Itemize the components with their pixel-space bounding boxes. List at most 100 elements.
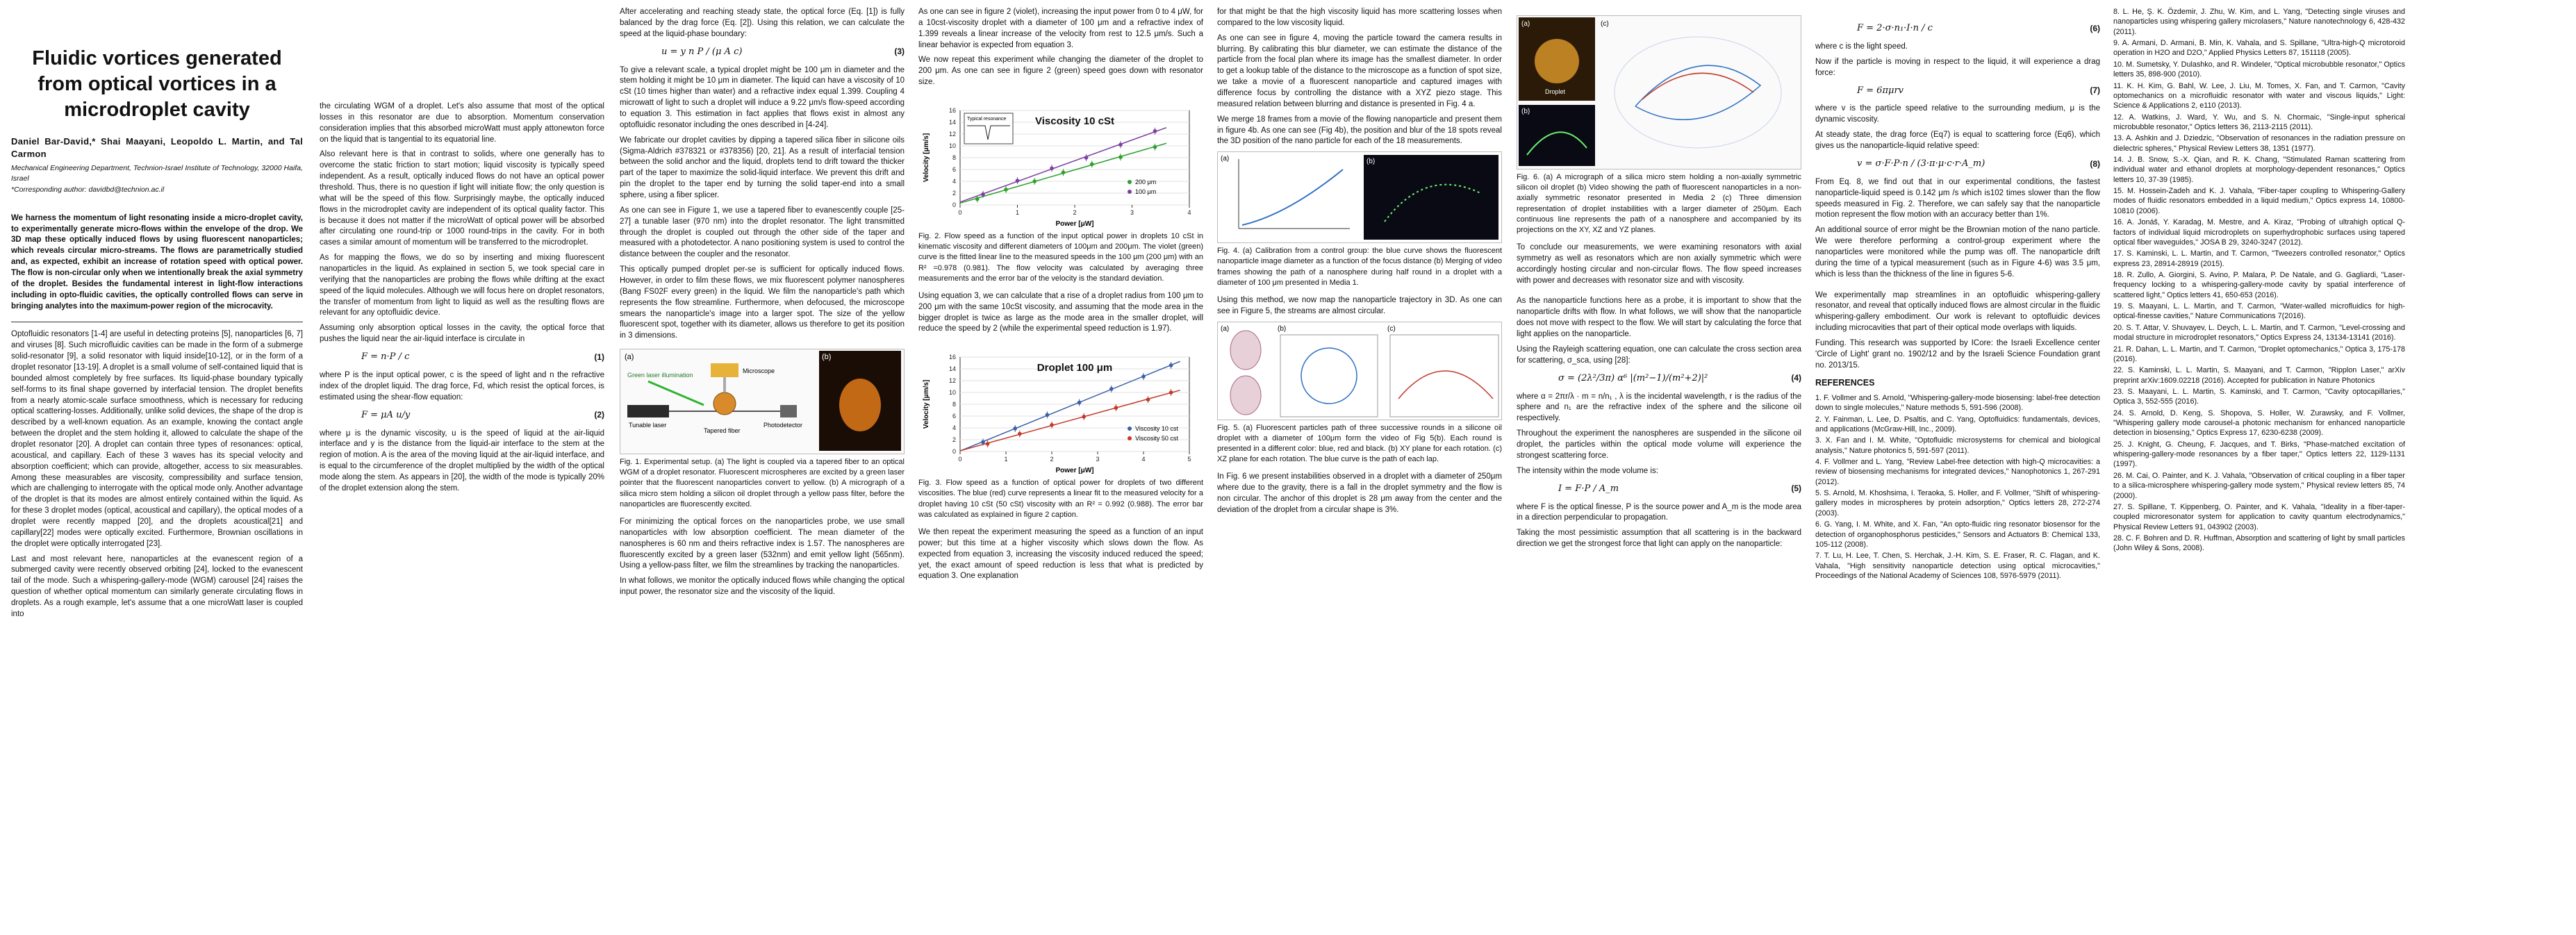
paragraph: Using this method, we now map the nanopa… xyxy=(1217,296,1502,315)
reference-item: 22. S. Kaminski, L. L. Martin, S. Maayan… xyxy=(2113,366,2405,385)
paragraph: For minimizing the optical forces on the… xyxy=(620,518,905,570)
data-point xyxy=(1169,363,1173,368)
fig5-xz-panel xyxy=(1389,334,1499,417)
fig1-label-laser: Tunable laser xyxy=(629,422,666,429)
data-point xyxy=(1050,166,1054,171)
legend-marker xyxy=(1128,190,1132,195)
reference-item: 13. A. Ashkin and J. Dziedzic, "Observat… xyxy=(2113,134,2405,153)
fig6-3d-path-2 xyxy=(1642,72,1754,100)
paragraph: where P is the input optical power, c is… xyxy=(320,370,604,402)
fig6-label-a: (a) xyxy=(1521,20,1530,28)
data-point xyxy=(1114,406,1118,411)
x-tick-label: 2 xyxy=(1073,209,1076,216)
figure-2-caption: Fig. 2. Flow speed as a function of the … xyxy=(918,232,1203,283)
fig4-label-a: (a) xyxy=(1221,155,1229,163)
equation-6: F = 2·σ·n₁·I·n / c (6) xyxy=(1815,22,2100,35)
paragraph: where v is the particle speed relative t… xyxy=(1815,104,2100,124)
paragraph: To conclude our measurements, we were ex… xyxy=(1517,243,1801,285)
fig5-xy-lap xyxy=(1301,347,1357,404)
equation-body: F = 6πμrv xyxy=(1857,85,1904,96)
funding-statement: Funding. This research was supported by … xyxy=(1815,339,2100,370)
paragraph: We now repeat this experiment while chan… xyxy=(918,56,1203,87)
y-tick-label: 14 xyxy=(949,365,956,372)
equation-body: v = σ·F·P·n / (3·π·μ·c·r·A_m) xyxy=(1857,158,1985,169)
y-tick-label: 6 xyxy=(952,166,956,173)
y-tick-label: 12 xyxy=(949,377,956,384)
y-tick-label: 16 xyxy=(949,107,956,114)
column-8: 8. L. He, Ş. K. Özdemir, J. Zhu, W. Kim,… xyxy=(2113,7,2405,841)
references-heading: REFERENCES xyxy=(1815,377,1875,388)
paragraph: To give a relevant scale, a typical drop… xyxy=(620,65,905,129)
fig6-label-droplet: Droplet xyxy=(1545,88,1566,95)
fig6-3d-box xyxy=(1614,36,1782,149)
reference-item: 16. A. Jonáš, Y. Karadag, M. Mestre, and… xyxy=(2113,218,2405,247)
fig1-label-b: (b) xyxy=(822,353,831,361)
reference-item: 26. M. Cai, O. Painter, and K. J. Vahala… xyxy=(2113,471,2405,500)
y-tick-label: 2 xyxy=(952,436,956,443)
reference-item: 7. T. Lu, H. Lee, T. Chen, S. Herchak, J… xyxy=(1815,552,2100,580)
y-tick-label: 10 xyxy=(949,142,956,149)
fig5-label-c: (c) xyxy=(1387,325,1396,333)
reference-item: 27. S. Spillane, T. Kippenberg, O. Paint… xyxy=(2113,502,2405,531)
chart-title: Droplet 100 μm xyxy=(1037,362,1112,374)
legend-label: 200 μm xyxy=(1135,179,1156,185)
data-point xyxy=(1169,390,1173,395)
series-fit-line xyxy=(959,390,1180,452)
data-point xyxy=(1018,432,1022,436)
fig4-calibration-curve xyxy=(1241,169,1344,226)
references-list-2: 8. L. He, Ş. K. Özdemir, J. Zhu, W. Kim,… xyxy=(2113,7,2405,554)
droplet-image xyxy=(839,379,881,432)
paragraph: We experimentally map streamlines in an … xyxy=(1815,290,2100,333)
column-3: After accelerating and reaching steady s… xyxy=(620,7,905,841)
x-tick-label: 3 xyxy=(1096,456,1099,463)
figure-1-caption: Fig. 1. Experimental setup. (a) The ligh… xyxy=(620,458,905,508)
x-tick-label: 0 xyxy=(958,456,961,463)
equation-body: F = 2·σ·n₁·I·n / c xyxy=(1857,23,1933,33)
data-point xyxy=(981,440,985,445)
x-tick-label: 3 xyxy=(1130,209,1134,216)
equation-body: F = n·P / c xyxy=(361,351,410,363)
fig6-droplet-image xyxy=(1535,39,1579,83)
figure-4-caption: Fig. 4. (a) Calibration from a control g… xyxy=(1217,247,1502,287)
y-tick-label: 16 xyxy=(949,354,956,361)
figure-6-graphic: (a) Droplet (b) (c) xyxy=(1519,17,1782,166)
fig6-video-frame xyxy=(1519,105,1595,166)
paragraph: Optofluidic resonators [1-4] are useful … xyxy=(11,330,303,548)
fig1-label-detector: Photodetector xyxy=(763,422,802,429)
figure-3-caption: Fig. 3. Flow speed as a function of opti… xyxy=(918,479,1203,519)
paragraph: As one can see in figure 4, moving the p… xyxy=(1217,33,1502,108)
reference-item: 10. M. Sumetsky, Y. Dulashko, and R. Win… xyxy=(2113,60,2405,79)
paragraph: As the nanoparticle functions here as a … xyxy=(1517,297,1801,339)
data-point xyxy=(985,442,990,447)
paragraph: where α = 2πr/λ · m = n/n₁ , λ is the in… xyxy=(1517,392,1801,423)
reference-item: 6. G. Yang, I. M. White, and X. Fan, "An… xyxy=(1815,520,2100,549)
paragraph: Last and most relevant here, nanoparticl… xyxy=(11,554,303,618)
fig5-droplet-1 xyxy=(1230,330,1262,370)
paragraph: Taking the most pessimistic assumption t… xyxy=(1517,529,1801,549)
data-point xyxy=(975,197,980,201)
figure-1: (a) Tunable laser Green laser illuminati… xyxy=(620,349,905,455)
reference-item: 1. F. Vollmer and S. Arnold, "Whispering… xyxy=(1815,393,2100,413)
fig1-label-a: (a) xyxy=(625,353,634,361)
reference-item: 3. X. Fan and I. M. White, "Optofluidic … xyxy=(1815,436,2100,455)
equation-number: (6) xyxy=(2090,23,2100,33)
paragraph: An additional source of error might be t… xyxy=(1815,226,2100,279)
figure-2: 0 2 4 6 8 10 12 14 16 0 1 2 3 4 Viscosity 10 cSt Power … xyxy=(918,92,1203,229)
y-tick-label: 12 xyxy=(949,131,956,138)
fig5-droplet-2 xyxy=(1230,375,1262,415)
equation-2: F = μA u/y (2) xyxy=(320,409,604,422)
y-tick-label: 4 xyxy=(952,178,956,185)
figure-5: (a) (b) (c) xyxy=(1217,321,1502,420)
inset-resonance-dip xyxy=(967,125,1010,140)
data-point xyxy=(1045,413,1050,417)
y-tick-label: 0 xyxy=(952,201,956,208)
y-tick-label: 10 xyxy=(949,389,956,396)
y-tick-label: 8 xyxy=(952,154,956,161)
x-tick-label: 4 xyxy=(1187,209,1191,216)
y-tick-label: 8 xyxy=(952,401,956,408)
y-tick-label: 2 xyxy=(952,190,956,197)
fig5-label-a: (a) xyxy=(1221,325,1229,333)
droplet-shape xyxy=(713,392,736,415)
paragraph: The intensity within the mode volume is: xyxy=(1517,466,1658,475)
reference-item: 28. C. F. Bohren and D. R. Huffman, Abso… xyxy=(2113,533,2405,553)
